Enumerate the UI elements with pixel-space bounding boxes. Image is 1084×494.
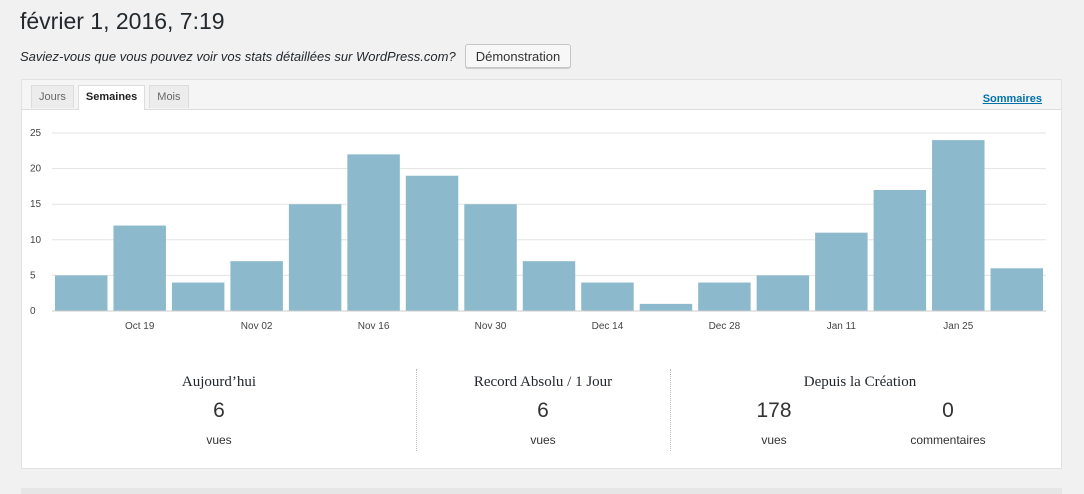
bar	[464, 204, 517, 311]
summary-link[interactable]: Sommaires	[982, 93, 1042, 105]
bar	[171, 282, 225, 311]
bar	[347, 154, 400, 311]
stat-record-title: Record Absolu / 1 Jour	[473, 374, 613, 390]
stat-today-unit: vues	[206, 433, 232, 447]
stat-record-unit: vues	[530, 433, 556, 447]
x-tick-label: Nov 30	[475, 321, 507, 332]
y-tick-label: 0	[30, 306, 36, 317]
x-tick-label: Jan 11	[827, 321, 857, 332]
stat-since-title: Depuis la Création	[803, 374, 917, 390]
stat-today-title: Aujourd’hui	[181, 374, 257, 390]
stat-since-views-unit: vues	[761, 433, 787, 447]
bar	[230, 261, 283, 311]
stat-record-value: 6	[537, 399, 549, 422]
stat-record: Record Absolu / 1 Jour 6 vues	[416, 365, 670, 455]
bar	[698, 282, 751, 311]
x-tick-label: Nov 16	[358, 321, 390, 332]
x-tick-label: Dec 14	[592, 321, 624, 332]
x-tick-label: Nov 02	[241, 321, 273, 332]
x-tick-label: Jan 25	[943, 321, 973, 332]
stats-divider	[416, 369, 417, 451]
tab-mois[interactable]: Mois	[149, 85, 189, 108]
stats-summary: Aujourd’hui 6 vues Record Absolu / 1 Jou…	[22, 365, 1061, 455]
next-panel-edge	[21, 488, 1062, 494]
stats-panel: Jours Semaines Mois Sommaires 0 5 10 15 20 25…	[21, 79, 1062, 469]
stat-since-views: 178	[756, 399, 792, 422]
bar	[405, 175, 459, 311]
stat-since-comments: 0	[942, 399, 954, 422]
stats-divider	[670, 369, 671, 451]
bar	[113, 225, 166, 311]
demo-button[interactable]: Démonstration	[464, 44, 572, 68]
stat-since-comments-unit: commentaires	[910, 433, 986, 447]
stats-promo: Saviez-vous que vous pouvez voir vos sta…	[20, 44, 572, 68]
bar	[55, 275, 108, 311]
tab-strip: Jours Semaines Mois Sommaires	[22, 80, 1061, 110]
bar	[873, 189, 927, 311]
x-tick-label: Oct 19	[125, 321, 155, 332]
stat-today-value: 6	[213, 399, 225, 422]
stat-today: Aujourd’hui 6 vues	[22, 365, 416, 455]
bar	[288, 204, 342, 311]
tab-jours[interactable]: Jours	[31, 85, 74, 108]
bar	[756, 275, 810, 311]
y-tick-label: 25	[30, 128, 42, 139]
period-tabs: Jours Semaines Mois	[31, 85, 193, 110]
stat-since: Depuis la Création 178 vues 0 commentair…	[670, 365, 1050, 455]
x-tick-label: Dec 28	[709, 321, 741, 332]
bar	[815, 232, 868, 311]
views-chart: 0 5 10 15 20 25 Oct 19 Nov 02 Nov 16 Nov 30 Dec 14…	[30, 128, 1046, 332]
bar	[522, 261, 576, 311]
bar	[990, 268, 1043, 311]
tab-semaines[interactable]: Semaines	[77, 85, 146, 110]
bar	[932, 140, 985, 311]
y-tick-label: 15	[30, 199, 42, 210]
bar	[639, 303, 693, 311]
y-tick-label: 5	[30, 270, 36, 281]
page-title: février 1, 2016, 7:19	[20, 8, 225, 34]
bar	[581, 282, 634, 311]
y-tick-label: 20	[30, 164, 42, 175]
promo-text: Saviez-vous que vous pouvez voir vos sta…	[20, 48, 456, 64]
y-tick-label: 10	[30, 235, 42, 246]
